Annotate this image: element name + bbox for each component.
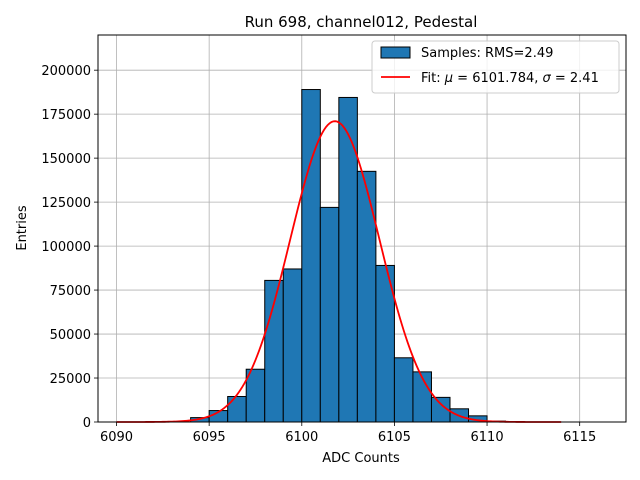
x-tick-label: 6100 [285, 430, 318, 445]
histogram-bar [282, 268, 303, 423]
legend-fit-mu-value: = 6101.784, [453, 71, 542, 86]
y-tick-label: 0 [83, 416, 91, 431]
histogram-bar [245, 368, 266, 423]
y-axis-label: Entries [15, 205, 30, 251]
histogram-bar [393, 357, 414, 423]
legend-fit-sigma-value: = 2.41 [551, 71, 599, 86]
x-tick-label: 6115 [563, 430, 596, 445]
x-tick-label: 6105 [378, 430, 411, 445]
x-tick-label: 6095 [193, 430, 226, 445]
histogram-bar [319, 206, 340, 423]
legend-label-fit: Fit: μ = 6101.784, σ = 2.41 [421, 71, 599, 86]
histogram-bars [190, 89, 507, 423]
legend-fit-mu-symbol: μ [444, 71, 453, 86]
y-tick-label: 175000 [41, 108, 91, 123]
legend: Samples: RMS=2.49 Fit: μ = 6101.784, σ =… [371, 40, 620, 94]
y-axis: 0 25000 50000 75000 100000 125000 150000 175000… [41, 64, 98, 431]
legend-label-samples: Samples: RMS=2.49 [421, 46, 553, 61]
legend-fit-sigma-symbol: σ [543, 71, 552, 86]
y-tick-label: 150000 [41, 152, 91, 167]
y-tick-label: 100000 [41, 240, 91, 255]
y-tick-label: 25000 [50, 372, 91, 387]
fit-curve [116, 120, 562, 423]
plot-frame [97, 34, 627, 423]
y-tick-label: 125000 [41, 196, 91, 211]
y-tick-label: 200000 [41, 64, 91, 79]
histogram-bar [356, 170, 377, 423]
chart-title: Run 698, channel012, Pedestal [245, 13, 478, 31]
histogram-bar [301, 89, 321, 423]
y-tick-label: 75000 [50, 284, 91, 299]
legend-fit-prefix: Fit: [421, 71, 445, 86]
x-tick-label: 6090 [100, 430, 133, 445]
legend-swatch-samples [380, 46, 411, 59]
histogram-bar [338, 96, 358, 423]
x-tick-label: 6110 [471, 430, 504, 445]
histogram-bar [227, 395, 247, 423]
legend-box [371, 40, 620, 94]
fit-line [116, 120, 562, 423]
x-axis: 6090 6095 6100 6105 6110 6115 [100, 422, 596, 445]
x-axis-label: ADC Counts [322, 451, 400, 466]
y-tick-label: 50000 [50, 328, 91, 343]
